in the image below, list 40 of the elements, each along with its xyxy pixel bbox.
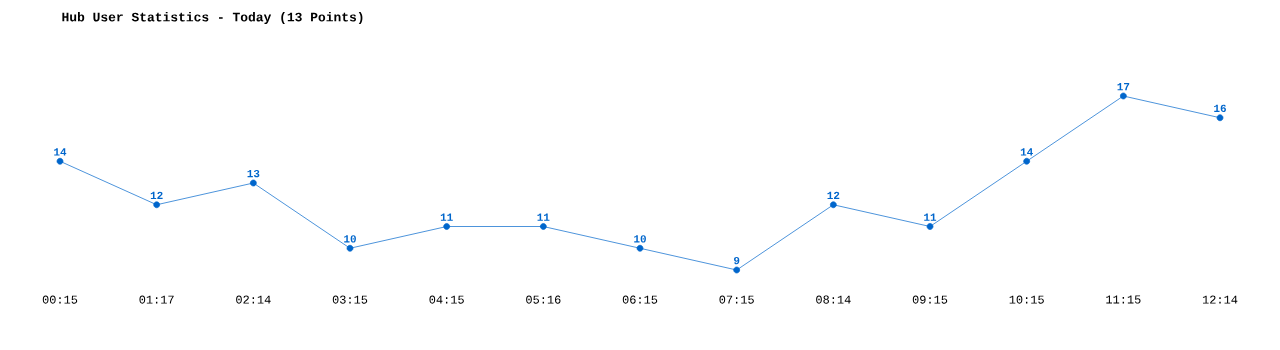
data-label: 12	[827, 191, 840, 200]
data-label: 14	[54, 148, 67, 156]
x-tick-label: 07:15	[719, 295, 754, 304]
data-label: 11	[537, 213, 550, 221]
x-tick-label: 08:14	[816, 295, 851, 304]
data-label: 14	[1020, 148, 1033, 156]
point	[636, 244, 644, 252]
x-tick-label: 00:15	[42, 295, 78, 304]
x-tick-label: 01:17	[139, 295, 174, 304]
x-tick-label: 10:15	[1009, 295, 1044, 304]
point	[926, 223, 934, 230]
point	[56, 157, 64, 165]
point	[1023, 157, 1031, 165]
data-label: 11	[440, 213, 453, 221]
point	[153, 201, 161, 209]
data-label: 16	[1214, 104, 1226, 113]
data-label: 12	[150, 191, 163, 200]
data-label: 17	[1117, 83, 1130, 91]
x-tick-label: 03:15	[332, 295, 368, 304]
data-label: 11	[924, 213, 937, 221]
x-tick-label: 04:15	[429, 295, 464, 304]
point	[1216, 114, 1224, 122]
x-tick-label: 02:14	[236, 295, 271, 304]
point	[249, 179, 257, 187]
point	[346, 244, 354, 252]
data-label: 10	[344, 235, 356, 243]
x-tick-label: 12:14	[1202, 295, 1238, 304]
point	[1120, 92, 1127, 100]
point	[539, 223, 547, 230]
chart-title: Hub User Statistics - Today (13 Points)	[62, 11, 363, 25]
x-tick-label: 06:15	[622, 295, 658, 304]
x-tick-label: 09:15	[912, 295, 948, 304]
point	[443, 223, 451, 230]
x-tick-label: 05:16	[526, 295, 561, 304]
data-label: 13	[247, 169, 260, 178]
x-tick-label: 11:15	[1106, 295, 1141, 304]
data-label: 10	[634, 235, 646, 243]
point	[733, 266, 741, 274]
point	[830, 201, 837, 209]
data-label: 9	[734, 256, 740, 265]
